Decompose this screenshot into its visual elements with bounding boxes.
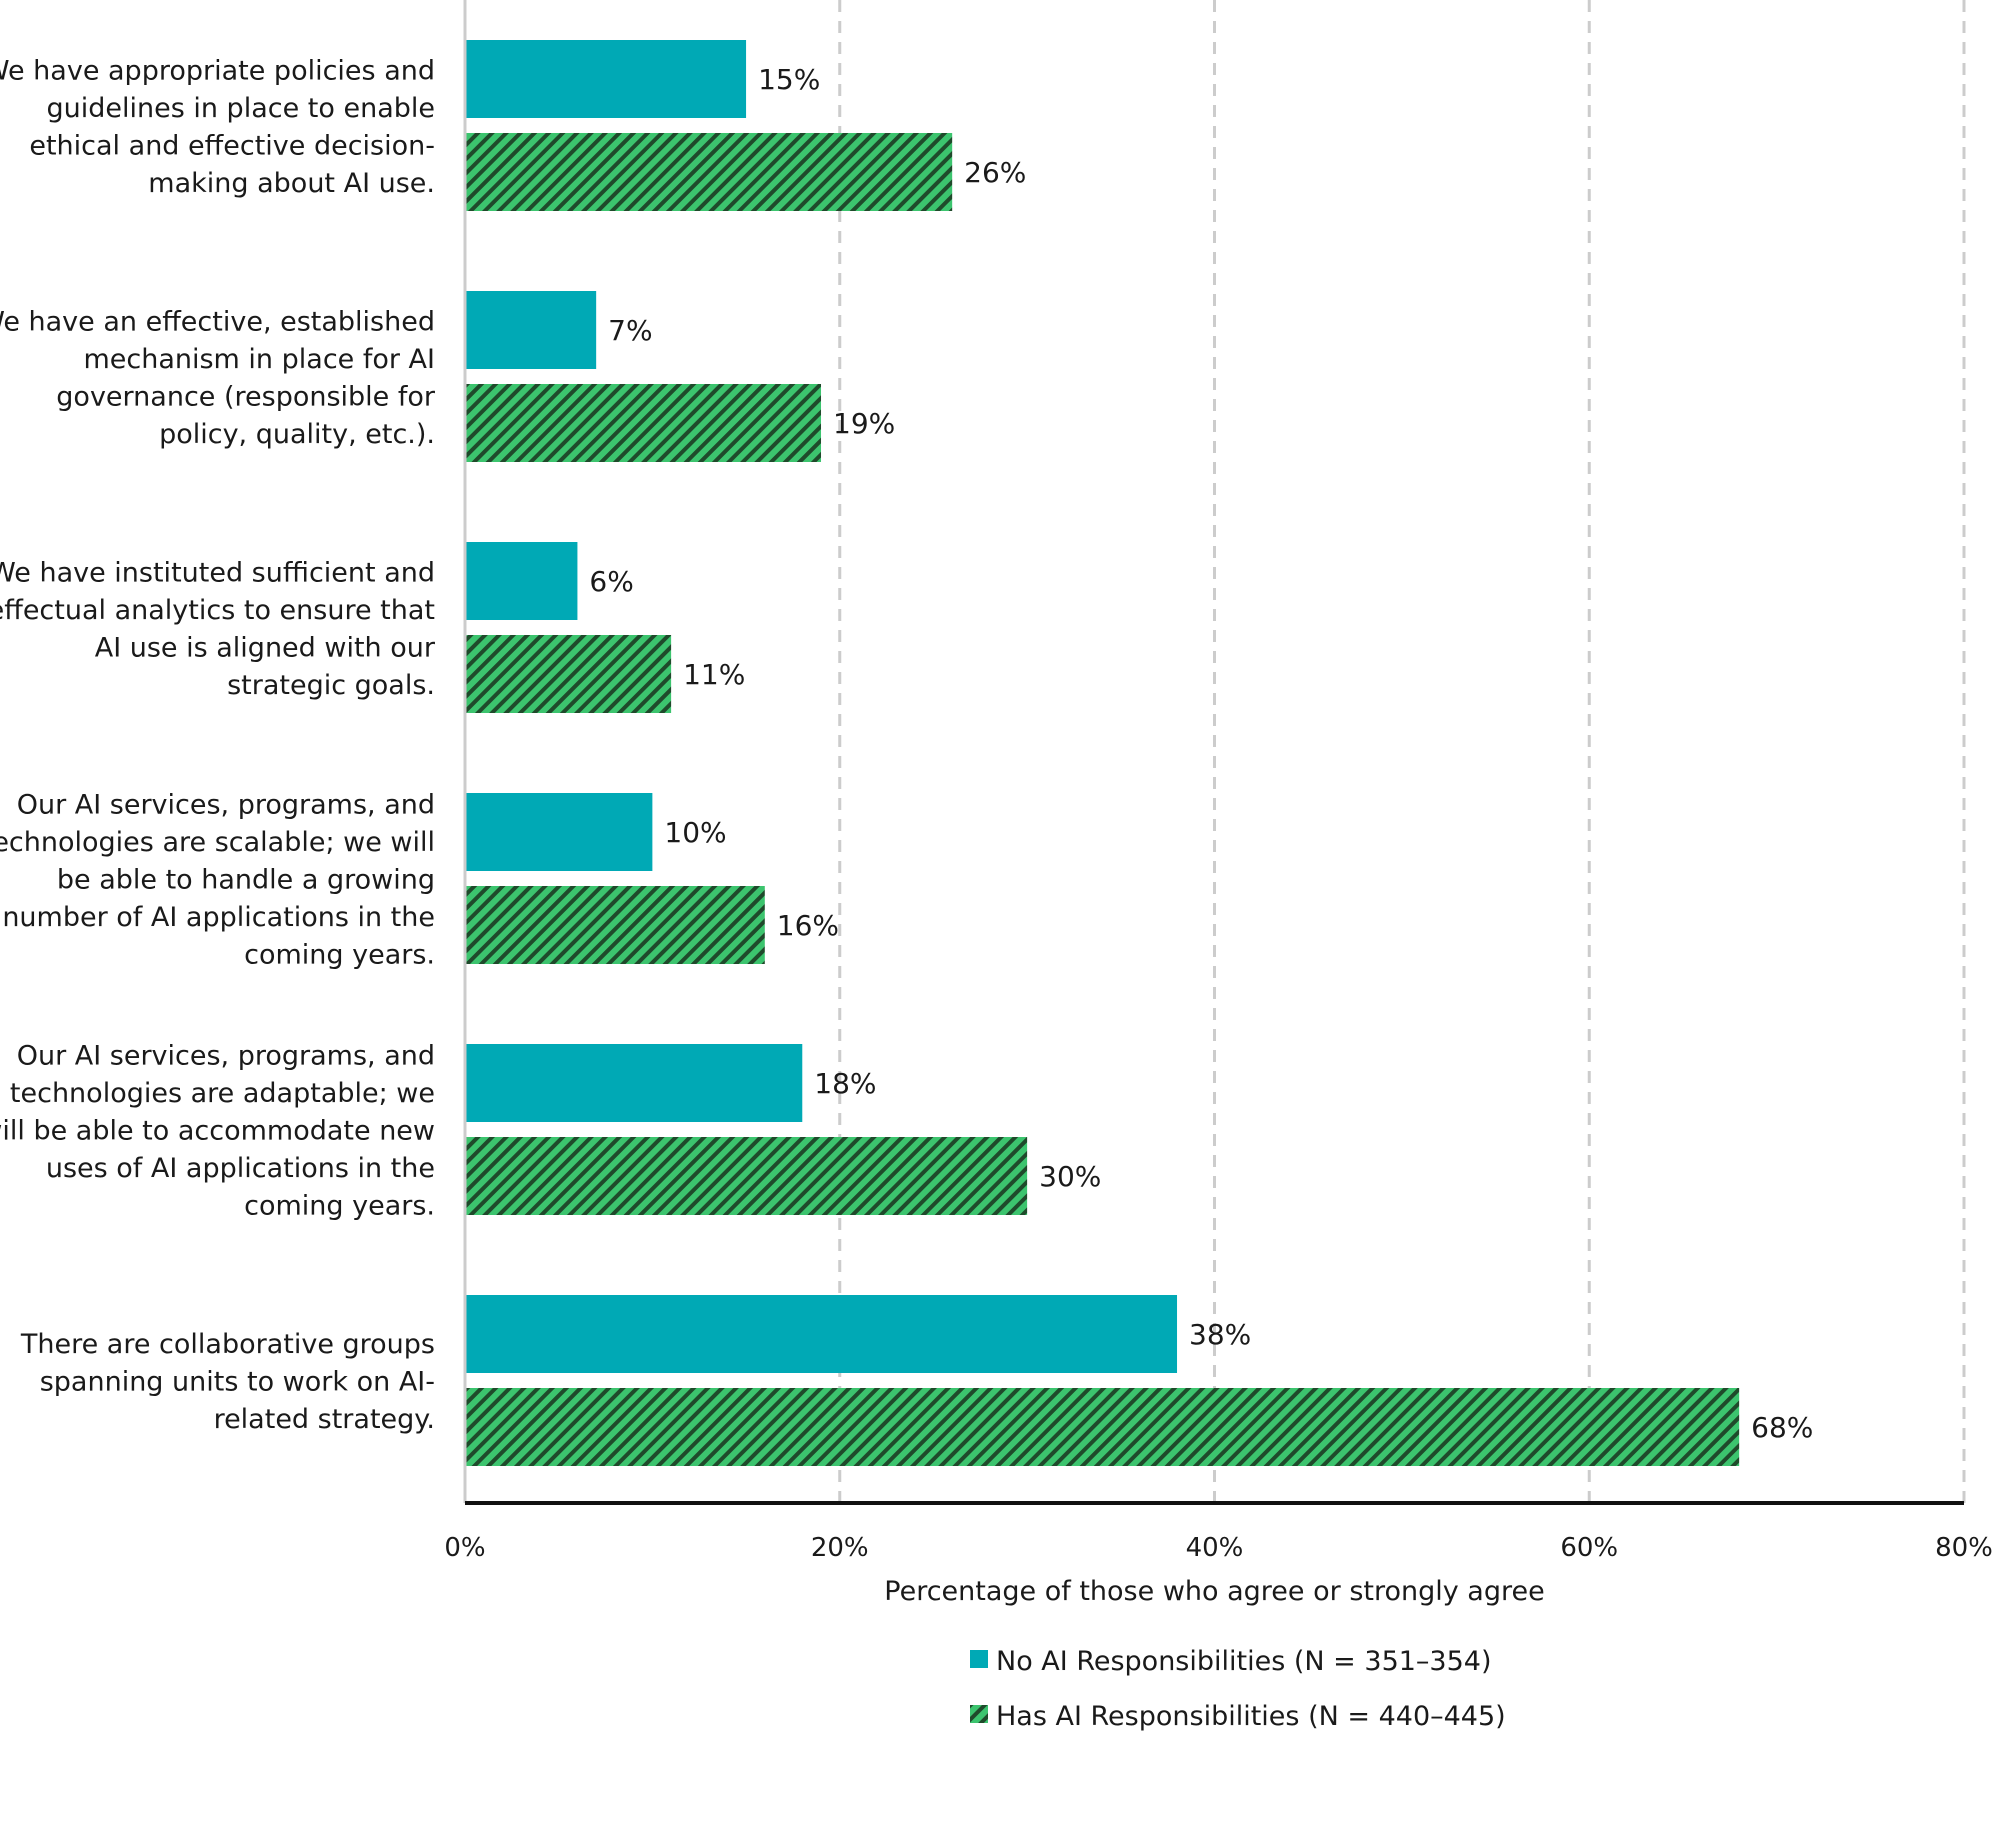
bar-value-label: 18% — [814, 1067, 876, 1100]
bar-value-label: 10% — [664, 816, 726, 849]
category-label-line: spanning units to work on AI- — [40, 1367, 435, 1398]
bar-no-ai-responsibilities — [465, 1295, 1178, 1373]
bar-has-ai-responsibilities — [465, 1137, 1028, 1215]
category-label-line: governance (responsible for — [56, 381, 436, 412]
category-label: We have instituted sufficient and effectu… — [0, 557, 436, 701]
category-label-line: There are collaborative groups — [20, 1329, 435, 1360]
bars: 15% 26% 7% 19% 6% 11% 10% 16% 18% 30% 38% 68% — [465, 40, 1813, 1466]
bar-has-ai-responsibilities — [465, 384, 822, 462]
category-label-line: strategic goals. — [227, 670, 435, 701]
category-label-line: technologies are adaptable; we — [10, 1078, 435, 1109]
bar-value-label: 19% — [833, 407, 895, 440]
category-label-line: effectual analytics to ensure that — [0, 595, 435, 626]
bar-no-ai-responsibilities — [465, 291, 597, 369]
category-label-line: guidelines in place to enable — [46, 93, 435, 124]
x-tick-label: 20% — [811, 1533, 869, 1563]
legend-swatch-has-ai — [970, 1705, 988, 1723]
category-label: We have an effective, established mechani… — [0, 306, 436, 450]
bar-has-ai-responsibilities — [465, 635, 672, 713]
gridlines — [838, 0, 1966, 1503]
legend-label: Has AI Responsibilities (N = 440–445) — [996, 1701, 1506, 1732]
bar-has-ai-responsibilities — [465, 886, 765, 964]
category-label-line: will be able to accommodate new — [0, 1116, 435, 1147]
category-label-line: technologies are scalable; we will — [0, 827, 435, 858]
x-tick-label: 40% — [1186, 1533, 1244, 1563]
bar-value-label: 11% — [683, 658, 745, 691]
category-label-line: coming years. — [244, 1191, 435, 1222]
category-label-line: AI use is aligned with our — [95, 632, 436, 663]
legend: No AI Responsibilities (N = 351–354) Has … — [970, 1646, 1506, 1732]
bar-value-label: 38% — [1189, 1318, 1251, 1351]
category-label-line: coming years. — [244, 940, 435, 971]
legend-swatch-no-ai — [970, 1650, 988, 1668]
bar-no-ai-responsibilities — [465, 40, 747, 118]
bar-no-ai-responsibilities — [465, 542, 578, 620]
category-label-line: be able to handle a growing — [57, 865, 435, 896]
category-label-line: related strategy. — [214, 1404, 435, 1435]
category-label-line: Our AI services, programs, and — [17, 1041, 435, 1072]
category-label-line: mechanism in place for AI — [83, 344, 435, 375]
category-label-line: making about AI use. — [148, 168, 435, 199]
bar-value-label: 15% — [758, 63, 820, 96]
legend-label: No AI Responsibilities (N = 351–354) — [996, 1646, 1492, 1677]
category-label-line: We have instituted sufficient and — [0, 557, 435, 588]
x-axis-title: Percentage of those who agree or strongl… — [884, 1576, 1544, 1607]
category-label-line: We have appropriate policies and — [0, 55, 435, 86]
x-tick-label: 0% — [444, 1533, 485, 1563]
bar-has-ai-responsibilities — [465, 1388, 1740, 1466]
category-label: Our AI services, programs, and technologi… — [0, 1041, 435, 1222]
bar-has-ai-responsibilities — [465, 133, 953, 211]
category-label-line: uses of AI applications in the — [46, 1153, 435, 1184]
category-label-line: ethical and effective decision- — [29, 130, 435, 161]
category-label: There are collaborative groups spanning u… — [20, 1329, 435, 1435]
bar-value-label: 30% — [1039, 1160, 1101, 1193]
category-label: We have appropriate policies and guidelin… — [0, 55, 435, 199]
bar-value-label: 6% — [589, 565, 633, 598]
bar-value-label: 26% — [964, 156, 1026, 189]
x-axis: 0% 20% 40% 60% 80% — [444, 0, 1993, 1563]
category-label-line: We have an effective, established — [0, 306, 435, 337]
bar-no-ai-responsibilities — [465, 793, 653, 871]
category-label-line: number of AI applications in the — [2, 902, 435, 933]
bar-no-ai-responsibilities — [465, 1044, 803, 1122]
x-tick-label: 80% — [1935, 1533, 1993, 1563]
x-tick-label: 60% — [1560, 1533, 1618, 1563]
bar-value-label: 16% — [777, 909, 839, 942]
bar-value-label: 7% — [608, 314, 652, 347]
category-labels: We have appropriate policies and guidelin… — [0, 55, 436, 1435]
category-label: Our AI services, programs, and technologi… — [0, 790, 435, 971]
bar-value-label: 68% — [1751, 1411, 1813, 1444]
category-label-line: policy, quality, etc.). — [159, 419, 435, 450]
category-label-line: Our AI services, programs, and — [17, 790, 435, 821]
